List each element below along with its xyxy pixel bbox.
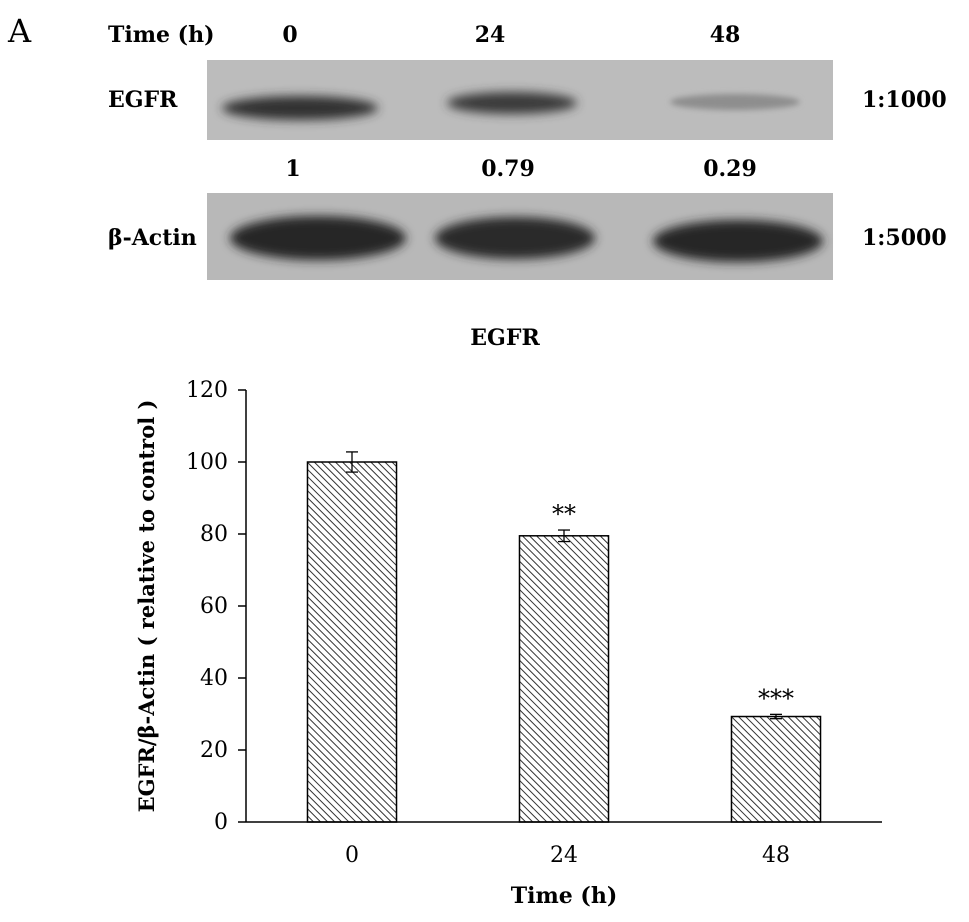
actin-band-24h <box>435 217 595 259</box>
bar <box>306 461 398 823</box>
blot-lane-label-48: 48 <box>710 22 741 48</box>
y-tick-label: 20 <box>200 738 228 763</box>
y-tick-label: 120 <box>186 378 228 403</box>
egfr-row-label: EGFR <box>108 87 178 113</box>
y-tick-label: 60 <box>200 594 228 619</box>
ratio-24h: 0.79 <box>481 156 535 182</box>
panel-label: A <box>7 12 32 50</box>
y-tick-label: 80 <box>200 522 228 547</box>
egfr-band-0h <box>222 96 378 120</box>
egfr-band-48h <box>670 94 800 110</box>
x-tick-label: 0 <box>345 843 359 868</box>
significance-label: *** <box>758 684 794 712</box>
y-axis-ticks: 0 20 40 60 80 100 120 <box>186 378 246 835</box>
ratio-0h: 1 <box>285 156 300 182</box>
ratio-48h: 0.29 <box>703 156 757 182</box>
y-tick-label: 0 <box>214 810 228 835</box>
egfr-band-24h <box>447 92 577 114</box>
actin-row-label: β-Actin <box>108 225 197 251</box>
western-blot: Time (h) 0 24 48 EGFR 1:1000 1 0.79 0.29… <box>108 22 947 280</box>
x-tick-label: 48 <box>762 843 790 868</box>
actin-band-48h <box>653 220 823 262</box>
y-axis-label: EGFR/β-Actin ( relative to control ) <box>134 400 159 813</box>
actin-band-0h <box>230 216 406 260</box>
bar <box>518 535 610 823</box>
blot-lane-label-24: 24 <box>475 22 506 48</box>
egfr-dilution: 1:1000 <box>862 87 947 113</box>
x-tick-label: 24 <box>550 843 578 868</box>
y-tick-label: 40 <box>200 666 228 691</box>
bar <box>730 715 822 823</box>
x-axis-label: Time (h) <box>511 883 617 909</box>
y-tick-label: 100 <box>186 450 228 475</box>
bar-chart: EGFR 0 20 40 60 80 100 120 0 ** 24 *** 48 EGFR/β-A… <box>134 325 882 909</box>
chart-title: EGFR <box>470 325 540 351</box>
blot-lane-label-0: 0 <box>282 22 297 48</box>
bars: 0 ** 24 *** 48 <box>306 451 822 868</box>
significance-label: ** <box>552 500 576 528</box>
actin-dilution: 1:5000 <box>862 225 947 251</box>
blot-time-label: Time (h) <box>108 22 214 48</box>
